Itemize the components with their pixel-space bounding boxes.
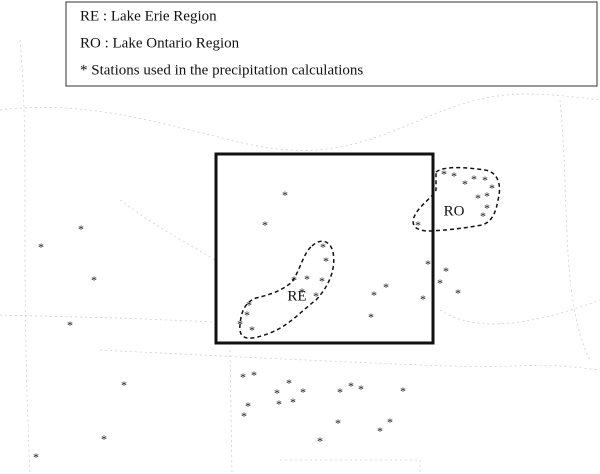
erie-region — [239, 240, 335, 339]
station: * — [455, 286, 461, 300]
station: * — [323, 254, 329, 268]
station: * — [489, 181, 495, 195]
station: * — [290, 395, 296, 409]
station: * — [317, 434, 323, 448]
border — [439, 299, 600, 325]
station: * — [441, 167, 447, 181]
station: * — [299, 285, 305, 299]
station: * — [377, 424, 383, 438]
border — [0, 93, 600, 151]
station: * — [387, 415, 393, 429]
border — [559, 99, 591, 361]
station: * — [335, 416, 341, 430]
border — [280, 459, 421, 474]
station: * — [415, 218, 421, 232]
station: * — [246, 298, 252, 312]
station: * — [300, 385, 306, 399]
station: * — [313, 289, 319, 303]
border — [0, 314, 216, 323]
station: * — [291, 273, 297, 287]
station: * — [91, 273, 97, 287]
background-borders — [0, 39, 600, 474]
station: * — [319, 274, 325, 288]
station: * — [262, 218, 268, 232]
station: * — [462, 177, 468, 191]
station: * — [274, 386, 280, 400]
ontario-region — [412, 166, 501, 232]
station: * — [475, 191, 481, 205]
station: * — [348, 379, 354, 393]
station: * — [425, 257, 431, 271]
study-box — [214, 152, 435, 345]
station: * — [121, 378, 127, 392]
station: * — [276, 397, 282, 411]
station: * — [78, 222, 84, 236]
station: * — [400, 384, 406, 398]
station: * — [240, 370, 246, 384]
border — [229, 349, 233, 474]
legend-item: * Stations used in the precipitation cal… — [80, 62, 363, 78]
region-label: RE — [287, 288, 306, 304]
station: * — [437, 276, 443, 290]
station: * — [245, 399, 251, 413]
station: * — [451, 169, 457, 183]
station: * — [244, 308, 250, 322]
station: * — [480, 209, 486, 223]
station: * — [304, 272, 310, 286]
station: * — [282, 188, 288, 202]
station: * — [337, 385, 343, 399]
legend-item: RO : Lake Ontario Region — [80, 35, 240, 51]
station: * — [251, 368, 257, 382]
station: * — [368, 310, 374, 324]
station: * — [237, 317, 243, 331]
station: * — [33, 450, 39, 464]
station: * — [38, 240, 44, 254]
legend-item: RE : Lake Erie Region — [80, 8, 217, 24]
station: * — [383, 280, 389, 294]
station: * — [482, 173, 488, 187]
station: * — [371, 288, 377, 302]
region-label: RO — [444, 203, 465, 219]
station: * — [67, 318, 73, 332]
border — [19, 39, 31, 474]
stations: ****** ** **** ***** ***** ** * ************** *… — [33, 167, 495, 464]
station: * — [249, 323, 255, 337]
station: * — [320, 240, 326, 254]
station: * — [241, 409, 247, 423]
legend-box — [65, 1, 598, 87]
station: * — [484, 201, 490, 215]
border — [99, 349, 600, 371]
station: * — [101, 432, 107, 446]
station: * — [443, 264, 449, 278]
station: * — [471, 172, 477, 186]
station: * — [358, 382, 364, 396]
border — [119, 199, 216, 261]
station: * — [420, 292, 426, 306]
station: * — [286, 376, 292, 390]
station: * — [484, 189, 490, 203]
